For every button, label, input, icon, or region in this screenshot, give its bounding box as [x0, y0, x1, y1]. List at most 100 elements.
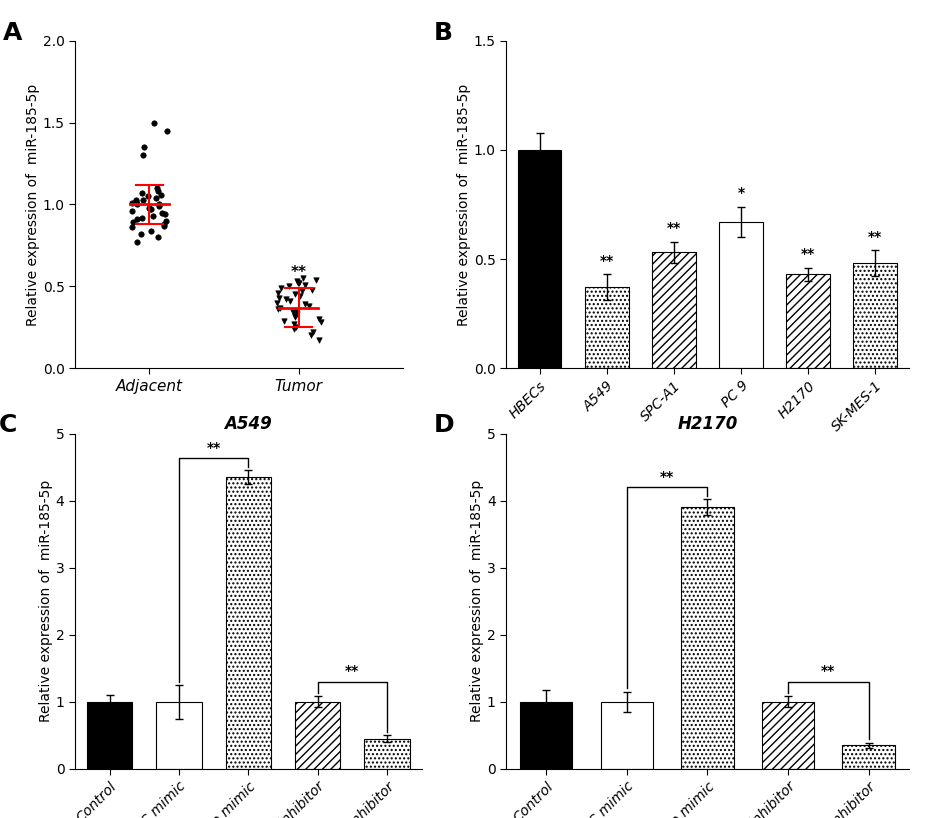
- Point: [124, 221, 139, 234]
- Point: [270, 303, 285, 316]
- Point: [308, 273, 323, 286]
- Y-axis label: Relative expression of  miR-185-5p: Relative expression of miR-185-5p: [25, 83, 39, 326]
- Point: [296, 272, 311, 285]
- Point: [158, 208, 173, 221]
- Point: [134, 227, 149, 240]
- Point: [156, 218, 171, 231]
- Point: [143, 224, 158, 237]
- Text: C: C: [0, 413, 17, 438]
- Point: [271, 291, 285, 304]
- Bar: [680, 507, 733, 769]
- Point: [304, 283, 319, 296]
- Text: D: D: [433, 413, 454, 438]
- Bar: [295, 702, 340, 769]
- Y-axis label: Relative expression of  miR-185-5p: Relative expression of miR-185-5p: [456, 83, 470, 326]
- Point: [301, 299, 316, 312]
- Bar: [651, 253, 695, 368]
- Point: [276, 314, 291, 327]
- Point: [152, 198, 167, 211]
- Point: [286, 317, 301, 330]
- Text: *: *: [737, 187, 744, 200]
- Point: [271, 286, 285, 299]
- Text: **: **: [666, 221, 680, 235]
- Point: [150, 185, 165, 198]
- Point: [312, 312, 327, 326]
- Point: [286, 322, 301, 335]
- Bar: [841, 745, 894, 769]
- Point: [281, 280, 296, 293]
- Point: [136, 149, 151, 162]
- Bar: [600, 702, 652, 769]
- Point: [288, 321, 303, 334]
- Bar: [364, 739, 409, 769]
- Point: [294, 285, 309, 298]
- Point: [159, 124, 174, 137]
- Point: [297, 298, 312, 311]
- Bar: [156, 702, 201, 769]
- Text: **: **: [599, 254, 613, 267]
- Point: [146, 116, 161, 129]
- Point: [146, 209, 161, 222]
- Bar: [226, 477, 271, 769]
- Bar: [87, 702, 132, 769]
- Point: [313, 316, 328, 329]
- Point: [292, 290, 307, 303]
- Point: [311, 334, 326, 347]
- Bar: [761, 702, 813, 769]
- Point: [152, 200, 167, 213]
- Bar: [584, 287, 628, 368]
- Point: [129, 195, 144, 208]
- Point: [128, 193, 143, 206]
- Point: [158, 214, 173, 227]
- Point: [148, 191, 163, 204]
- Text: B: B: [433, 21, 452, 45]
- Point: [135, 193, 150, 206]
- Point: [305, 326, 320, 339]
- Text: A: A: [3, 21, 22, 45]
- Point: [144, 203, 159, 216]
- Bar: [719, 222, 762, 368]
- Point: [291, 276, 306, 290]
- Point: [130, 198, 145, 211]
- Bar: [853, 263, 896, 368]
- Point: [287, 311, 302, 324]
- Title: H2170: H2170: [677, 416, 737, 434]
- Y-axis label: Relative expression of  miR-185-5p: Relative expression of miR-185-5p: [470, 480, 483, 722]
- Point: [289, 308, 304, 321]
- Point: [270, 296, 285, 309]
- Point: [151, 231, 166, 244]
- Point: [136, 141, 151, 154]
- Point: [149, 182, 164, 195]
- Point: [154, 188, 168, 201]
- Y-axis label: Relative expression of  miR-185-5p: Relative expression of miR-185-5p: [39, 480, 52, 722]
- Text: **: **: [800, 247, 814, 261]
- Point: [129, 213, 144, 226]
- Point: [154, 206, 169, 219]
- Point: [141, 201, 156, 214]
- Point: [290, 276, 305, 290]
- Point: [278, 293, 293, 306]
- Point: [134, 211, 149, 224]
- Point: [289, 304, 304, 317]
- Point: [287, 309, 302, 322]
- Point: [124, 196, 139, 209]
- Point: [297, 278, 312, 291]
- Text: **: **: [344, 664, 359, 678]
- Point: [272, 301, 287, 314]
- Point: [142, 203, 157, 216]
- Bar: [519, 702, 572, 769]
- Point: [273, 281, 288, 294]
- Bar: [785, 274, 829, 368]
- Point: [287, 288, 302, 301]
- Point: [302, 329, 317, 342]
- Point: [289, 275, 304, 288]
- Text: **: **: [868, 230, 882, 244]
- Point: [282, 294, 297, 308]
- Text: **: **: [206, 441, 221, 455]
- Point: [285, 306, 300, 319]
- Point: [135, 187, 150, 200]
- Text: **: **: [659, 470, 674, 484]
- Point: [157, 219, 172, 232]
- Point: [125, 216, 140, 229]
- Title: A549: A549: [225, 416, 271, 434]
